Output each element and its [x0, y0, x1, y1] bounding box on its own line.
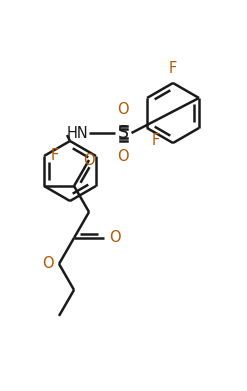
- Text: F: F: [169, 61, 177, 76]
- Text: O: O: [109, 230, 121, 246]
- Text: HN: HN: [66, 126, 88, 140]
- Text: O: O: [117, 102, 129, 117]
- Text: F: F: [51, 149, 59, 163]
- Text: O: O: [42, 256, 54, 271]
- Text: S: S: [118, 124, 128, 142]
- Text: O: O: [83, 152, 95, 167]
- Text: F: F: [152, 133, 160, 148]
- Text: O: O: [117, 149, 129, 164]
